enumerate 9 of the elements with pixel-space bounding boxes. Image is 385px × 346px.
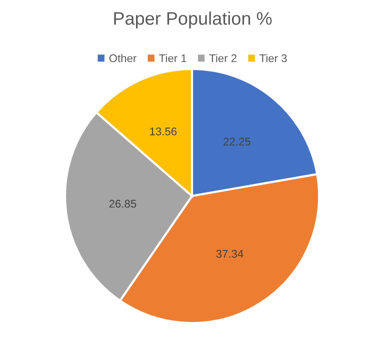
legend-label: Tier 3 — [260, 54, 287, 62]
chart-title: Paper Population % — [114, 12, 272, 28]
data-label: 26.85 — [109, 200, 136, 208]
legend-label: Other — [109, 54, 136, 62]
data-label: 37.34 — [216, 250, 244, 258]
data-label: 22.25 — [224, 138, 250, 146]
data-label: 13.56 — [150, 128, 177, 136]
legend-label: Tier 2 — [209, 54, 236, 62]
legend-label: Tier 1 — [159, 54, 186, 62]
